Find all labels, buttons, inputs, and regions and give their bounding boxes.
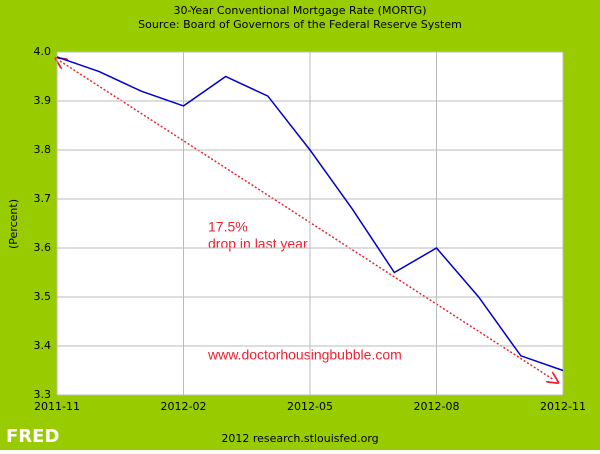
y-tick-label: 3.4 [34,339,52,352]
logo: FRED [6,426,59,447]
y-tick-label: 3.5 [34,290,52,303]
annotation: www.doctorhousingbubble.com [207,347,402,363]
y-tick-label: 3.9 [34,94,52,107]
y-tick-label: 4.0 [34,45,52,58]
y-tick-label: 3.8 [34,143,52,156]
x-tick-label: 2012-11 [540,400,586,413]
y-axis-label: (Percent) [7,199,20,249]
annotation: 17.5% [208,219,248,235]
x-tick-label: 2012-08 [414,400,460,413]
y-tick-label: 3.3 [34,388,52,401]
data-line [56,56,564,372]
x-tick-label: 2012-02 [161,400,207,413]
chart-subtitle: Source: Board of Governors of the Federa… [138,18,462,31]
chart-title: 30-Year Conventional Mortgage Rate (MORT… [173,4,426,17]
y-tick-label: 3.7 [34,192,52,205]
annotation: drop in last year [208,236,308,252]
x-tick-label: 2011-11 [34,400,80,413]
x-tick-label: 2012-05 [287,400,333,413]
source-note: 2012 research.stlouisfed.org [221,432,378,445]
y-tick-label: 3.6 [34,241,52,254]
